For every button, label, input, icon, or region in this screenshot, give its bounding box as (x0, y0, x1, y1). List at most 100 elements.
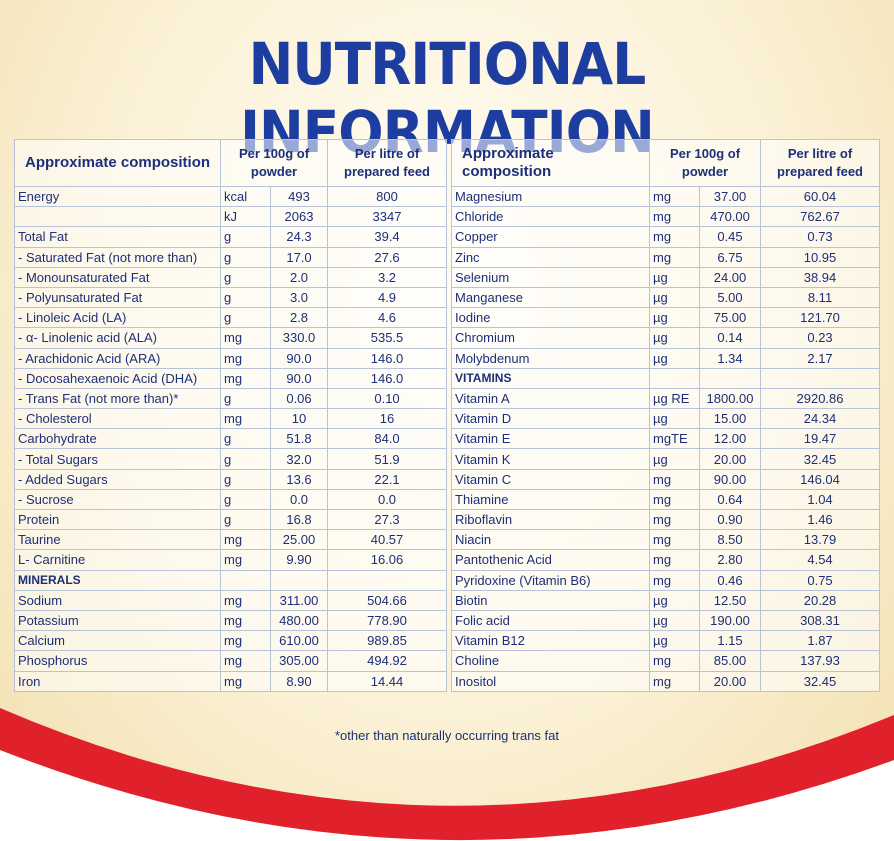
per-litre-value: 40.57 (327, 529, 448, 551)
per-litre-value: 0.73 (760, 226, 881, 248)
table-row: - Added Sugars g 13.6 22.1 (14, 468, 448, 490)
per-litre-value: 19.47 (760, 428, 881, 450)
nutrient-name: Protein (14, 508, 221, 531)
per-100g-value: 6.75 (698, 246, 762, 268)
per-litre-value: 762.67 (760, 206, 881, 228)
nutrient-name: Magnesium (451, 185, 650, 208)
per-litre-value: 1.04 (760, 488, 881, 511)
unit-cell: mg (649, 206, 700, 228)
table-row: - Sucrose g 0.0 0.0 (14, 488, 448, 511)
unit-cell: mg (220, 589, 271, 611)
per-litre-value: 146.0 (327, 347, 448, 369)
table-header-row: Approximate composition Per 100g of powd… (451, 139, 881, 187)
unit-cell: µg (649, 589, 700, 611)
table-row: - α- Linolenic acid (ALA) mg 330.0 535.5 (14, 327, 448, 349)
per-100g-value: 9.90 (269, 549, 329, 571)
per-100g-header: Per 100g of powder (648, 139, 762, 187)
unit-cell: kcal (220, 185, 271, 208)
nutrient-name: Total Fat (14, 226, 221, 248)
nutrient-name: Vitamin B12 (451, 630, 650, 652)
per-100g-value: 610.00 (269, 630, 329, 652)
per-100g-value: 1800.00 (698, 387, 762, 410)
nutrient-name: Vitamin E (451, 428, 650, 450)
table-row: Riboflavin mg 0.90 1.46 (451, 508, 881, 531)
unit-cell: mg (220, 327, 271, 349)
unit-cell: µg (649, 286, 700, 309)
per-100g-value: 1.15 (698, 630, 762, 652)
per-litre-value: 13.79 (760, 529, 881, 551)
per-litre-value: 14.44 (327, 670, 448, 692)
unit-cell: µg RE (649, 387, 700, 410)
per-100g-value: 90.0 (269, 347, 329, 369)
nutrient-name: Pyridoxine (Vitamin B6) (451, 569, 650, 591)
per-100g-value: 15.00 (698, 408, 762, 430)
per-100g-value: 470.00 (698, 206, 762, 228)
nutrient-name: Inositol (451, 670, 650, 692)
nutrient-name: Thiamine (451, 488, 650, 511)
footnote: *other than naturally occurring trans fa… (334, 728, 559, 743)
nutrient-name: Biotin (451, 589, 650, 611)
per-litre-value: 121.70 (760, 307, 881, 329)
per-100g-value: 0.64 (698, 488, 762, 511)
decorative-wave (0, 708, 894, 841)
nutrient-name: Pantothenic Acid (451, 549, 650, 571)
table-row: Energy kcal 493 800 (14, 185, 448, 208)
nutrient-name: L- Carnitine (14, 549, 221, 571)
unit-cell: µg (649, 408, 700, 430)
table-row: Calcium mg 610.00 989.85 (14, 630, 448, 652)
per-100g-value: 90.0 (269, 367, 329, 389)
unit-cell: mg (220, 609, 271, 632)
nutrient-name: Iodine (451, 307, 650, 329)
per-100g-value: 5.00 (698, 286, 762, 309)
nutrient-name: Niacin (451, 529, 650, 551)
per-litre-value: 38.94 (760, 266, 881, 288)
per-litre-value: 0.10 (327, 387, 448, 410)
per-100g-value: 8.90 (269, 670, 329, 692)
per-100g-value: 25.00 (269, 529, 329, 551)
unit-cell: mg (649, 468, 700, 490)
per-litre-value: 27.6 (327, 246, 448, 268)
table-row: Iodine µg 75.00 121.70 (451, 307, 881, 329)
per-100g-value: 10 (269, 408, 329, 430)
unit-cell: mg (649, 549, 700, 571)
per-100g-value: 20.00 (698, 670, 762, 692)
table-row: - Saturated Fat (not more than) g 17.0 27.6 (14, 246, 448, 268)
per-litre-value: 504.66 (327, 589, 448, 611)
per-litre-value: 4.54 (760, 549, 881, 571)
per-100g-value: 0.45 (698, 226, 762, 248)
per-litre-value: 16 (327, 408, 448, 430)
table-row: Inositol mg 20.00 32.45 (451, 670, 881, 692)
unit-cell: mg (649, 670, 700, 692)
unit-cell: g (220, 226, 271, 248)
per-100g-header: Per 100g of powder (219, 139, 329, 187)
unit-cell: g (220, 448, 271, 470)
table-row: Selenium µg 24.00 38.94 (451, 266, 881, 288)
per-litre-value: 3.2 (327, 266, 448, 288)
per-100g-value: 20.00 (698, 448, 762, 470)
unit-cell: mg (220, 367, 271, 389)
unit-cell: µg (649, 266, 700, 288)
table-row: - Total Sugars g 32.0 51.9 (14, 448, 448, 470)
table-row: Thiamine mg 0.64 1.04 (451, 488, 881, 511)
unit-cell: g (220, 488, 271, 511)
table-row: Molybdenum µg 1.34 2.17 (451, 347, 881, 369)
per-100g-value: 13.6 (269, 468, 329, 490)
unit-cell: g (220, 246, 271, 268)
table-row: Niacin mg 8.50 13.79 (451, 529, 881, 551)
per-litre-value: 3347 (327, 206, 448, 228)
per-100g-value: 17.0 (269, 246, 329, 268)
per-litre-value: 778.90 (327, 609, 448, 632)
table-row: - Arachidonic Acid (ARA) mg 90.0 146.0 (14, 347, 448, 369)
per-litre-value: 4.9 (327, 286, 448, 309)
per-100g-value: 330.0 (269, 327, 329, 349)
right-table-container: Approximate composition Per 100g of powd… (451, 139, 881, 692)
nutrient-name: Molybdenum (451, 347, 650, 369)
table-row: Phosphorus mg 305.00 494.92 (14, 650, 448, 672)
per-litre-value: 2920.86 (760, 387, 881, 410)
per-litre-value: 1.46 (760, 508, 881, 531)
unit-cell: mg (649, 226, 700, 248)
per-100g-value: 12.50 (698, 589, 762, 611)
per-100g-value: 2.80 (698, 549, 762, 571)
table-row: - Linoleic Acid (LA) g 2.8 4.6 (14, 307, 448, 329)
unit-cell: µg (649, 307, 700, 329)
